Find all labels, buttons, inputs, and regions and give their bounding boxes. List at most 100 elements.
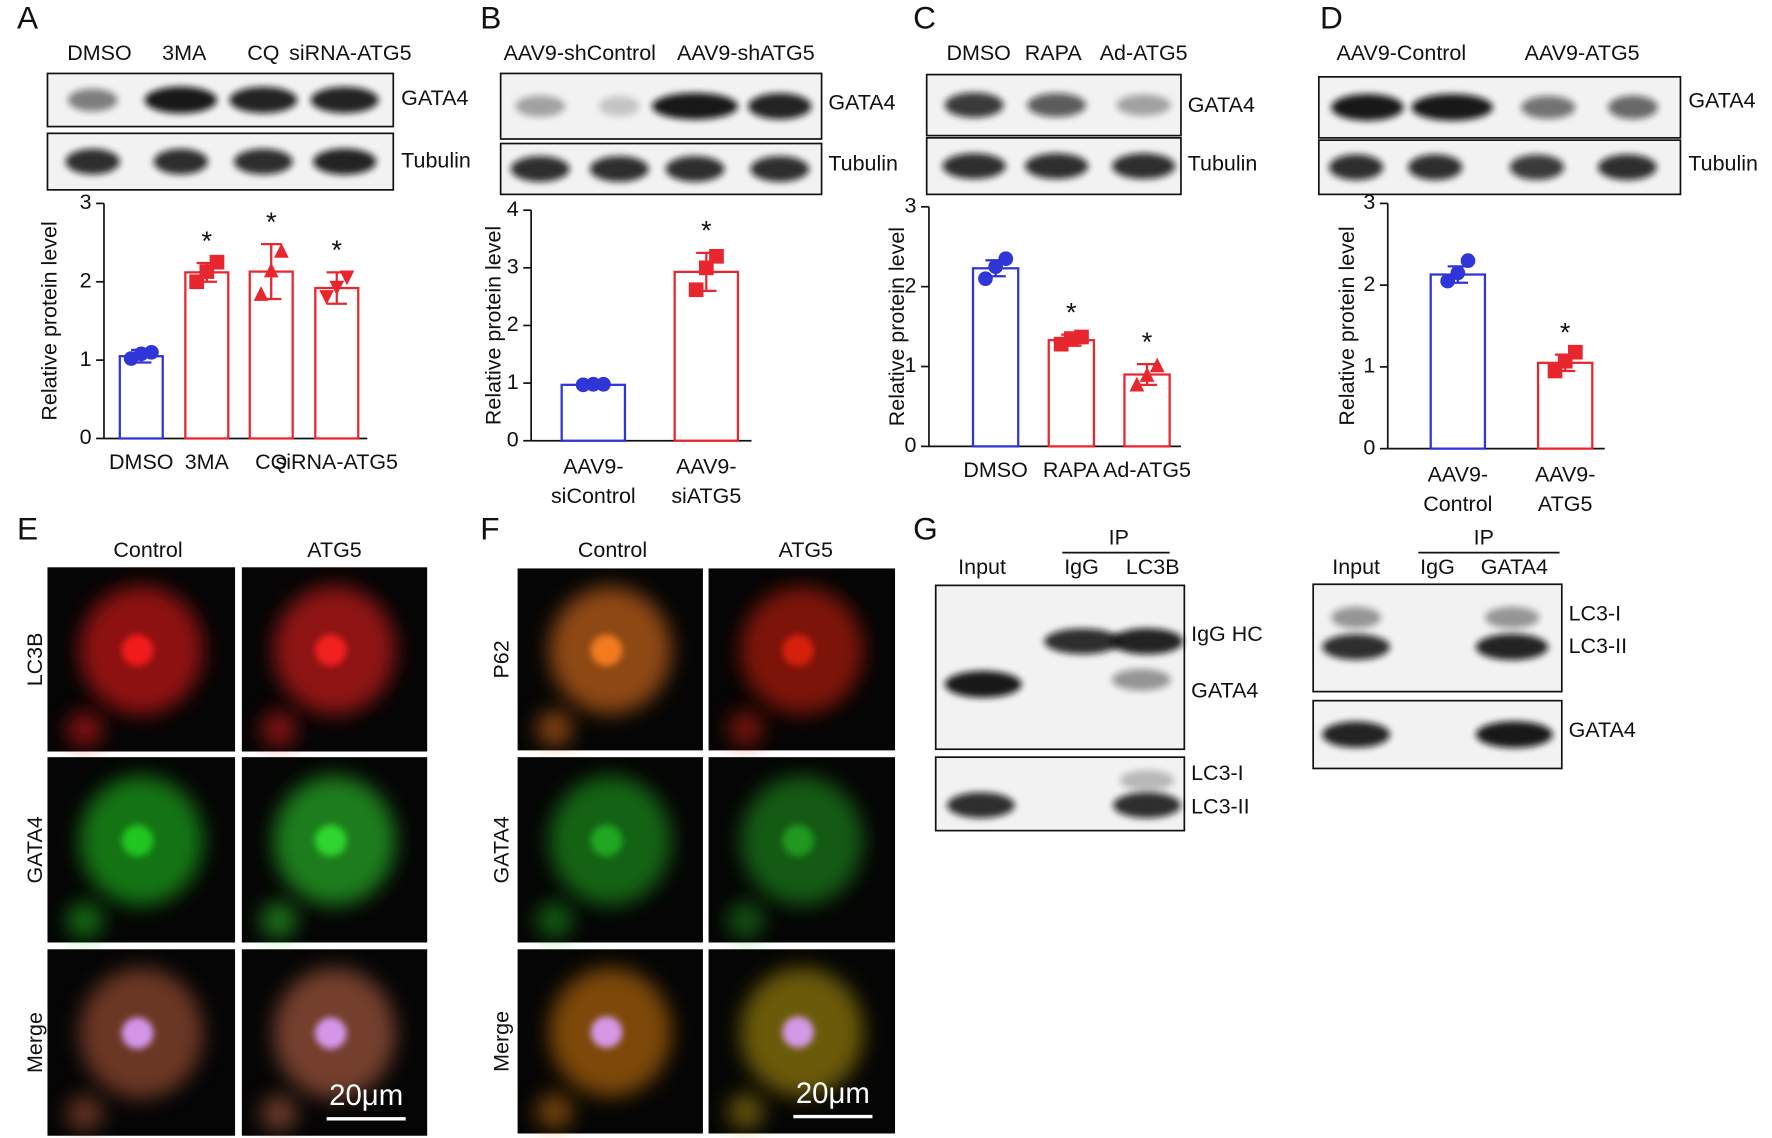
x-tick-label: siRNA-ATG5 [276,450,399,474]
panel-label: G [913,511,938,547]
cell [727,1093,764,1130]
data-point [1129,376,1145,392]
blot-band [944,92,1004,118]
blot-band [748,93,812,120]
band-label: Tubulin [1688,152,1758,176]
row-label: P62 [490,640,514,678]
data-point [1074,329,1089,345]
lane-label: AAV9-ATG5 [1525,41,1640,65]
lane-label: CQ [247,41,279,65]
blot-band [589,156,649,182]
blot-band [1322,634,1391,660]
band-label: Tubulin [1188,152,1258,176]
bar [971,267,1020,448]
blot-band [229,86,298,114]
band-label: GATA4 [401,86,468,110]
blot-band [515,95,566,117]
blot-band [1116,94,1171,116]
x-tick-label: siControl [551,484,636,508]
lane-label: Input [958,555,1006,579]
lane-label: IgG [1420,555,1455,579]
blot-band [1027,93,1087,118]
blot-band [1331,606,1381,629]
data-point [585,376,601,392]
blot-band [233,148,293,175]
x-tick-label: Ad-ATG5 [1103,458,1191,482]
scale-bar-label: 20μm [796,1077,870,1110]
bar [1536,361,1594,450]
y-tick-label: 0 [80,425,92,449]
nucleus [314,1017,347,1050]
panel-label: C [913,0,936,36]
blot-band [1112,153,1176,180]
x-tick-label: siATG5 [671,484,741,508]
panel-label: F [480,511,499,547]
nucleus [121,1017,154,1050]
nucleus [782,1016,814,1048]
blot-band [1044,628,1122,655]
y-axis-label: Relative protein level [1335,226,1359,425]
blot-band [1597,154,1657,181]
blot-band [598,96,640,117]
blot-band [1475,721,1553,748]
band-label: LC3-I [1569,601,1622,625]
cell [260,711,297,748]
y-tick-label: 0 [905,433,917,457]
row-label: GATA4 [490,816,514,883]
blot-band [310,86,379,114]
y-tick-label: 3 [905,193,917,217]
blot-band [1408,154,1463,181]
bar [560,383,627,442]
x-tick-label: AAV9- [1535,462,1595,486]
significance: * [1560,316,1571,347]
lane-label: DMSO [946,41,1010,65]
data-point [1440,273,1455,289]
band-label: GATA4 [828,91,895,115]
y-tick-label: 2 [1363,272,1375,296]
x-tick-label: AAV9- [1428,462,1488,486]
significance: * [701,215,712,246]
band-label: LC3-II [1569,634,1627,658]
blot-band [1331,94,1404,121]
nucleus [782,634,814,667]
row-label: Merge [23,1012,47,1073]
blot-band [1322,721,1391,748]
blot-band [652,92,738,120]
blot-box [934,584,1186,751]
panel-label: A [17,0,39,36]
y-axis-label: Relative protein level [38,221,62,420]
data-point [1139,367,1155,382]
column-label: Control [113,538,182,562]
lane-label: AAV9-shControl [504,41,656,65]
data-point [709,248,724,264]
lane-label: GATA4 [1481,555,1548,579]
cell [727,710,764,747]
blot-band [1025,153,1089,180]
blot-band [1328,154,1384,181]
band-label: GATA4 [1191,678,1258,702]
blot-band [1113,792,1181,819]
bar [1429,273,1487,450]
band-label: GATA4 [1569,718,1636,742]
blot-band [942,153,1006,180]
y-tick-label: 3 [1363,190,1375,214]
blot-band [67,88,118,112]
significance: * [331,234,342,265]
band-label: Tubulin [828,152,898,176]
panel-label: E [17,511,38,547]
y-axis-label: Relative protein level [885,227,909,426]
blot-band [313,148,377,175]
data-point [1568,344,1583,360]
x-tick-label: CQ [255,450,287,474]
y-tick-label: 2 [80,268,92,292]
ip-label: IP [1109,526,1129,550]
blot-band [1411,94,1493,121]
band-label: LC3-II [1191,795,1249,819]
nucleus [590,824,623,857]
panel-label: B [480,0,501,36]
data-point [596,376,611,392]
y-tick-label: 2 [905,273,917,297]
row-label: GATA4 [23,816,47,883]
cell [66,902,104,939]
x-tick-label: RAPA [1043,458,1101,482]
